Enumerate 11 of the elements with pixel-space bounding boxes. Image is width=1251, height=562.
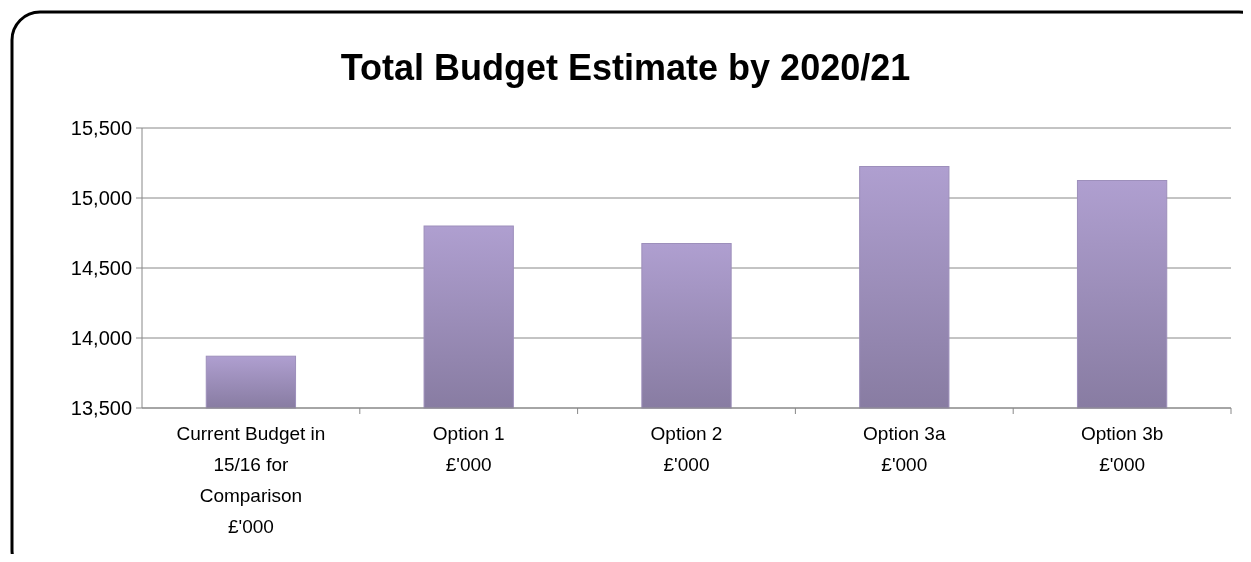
y-tick-label: 15,000	[70, 187, 132, 209]
x-tick-label: Current Budget in 15/16 for Comparison £'000	[176, 423, 326, 537]
y-tick-label: 14,000	[70, 327, 132, 349]
x-tick-label: Option 2 £'000	[650, 423, 723, 475]
chart-title: Total Budget Estimate by 2020/21	[340, 47, 911, 88]
y-tick-label: 14,500	[70, 257, 132, 279]
y-tick-label: 13,500	[70, 397, 132, 419]
x-tick-label: Option 1 £'000	[432, 423, 505, 475]
x-tick-label: Option 3a £'000	[863, 423, 946, 475]
x-tick-label: Option 3b £'000	[1080, 423, 1164, 475]
y-tick-label: 15,500	[70, 117, 132, 139]
